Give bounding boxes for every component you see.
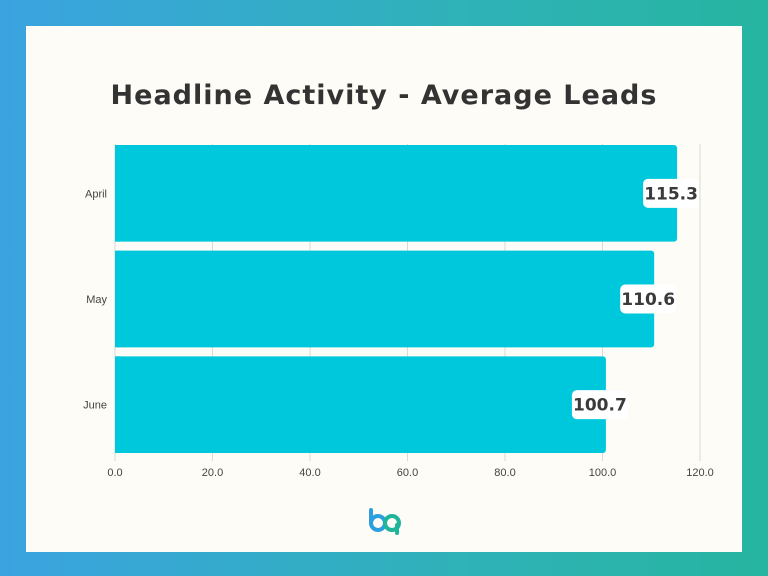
x-tick-label: 20.0 xyxy=(202,467,223,479)
bar-left-edge xyxy=(115,356,121,453)
x-tick-label: 0.0 xyxy=(107,467,122,479)
data-label: 100.7 xyxy=(573,396,627,416)
chart-title: Headline Activity - Average Leads xyxy=(110,80,658,111)
x-tick-label: 80.0 xyxy=(494,467,515,479)
category-label: June xyxy=(83,400,107,412)
bars xyxy=(115,145,678,453)
data-label-box xyxy=(643,178,700,208)
x-tick-label: 120.0 xyxy=(686,467,714,479)
category-labels: April May June xyxy=(83,188,107,411)
bar-left-edge xyxy=(115,250,121,348)
x-tick-label: 100.0 xyxy=(589,467,617,479)
data-label-box xyxy=(620,284,677,314)
category-label: April xyxy=(85,188,107,200)
x-tick-label: 40.0 xyxy=(299,467,320,479)
category-label: May xyxy=(86,294,107,306)
bar xyxy=(115,356,606,453)
bar xyxy=(115,250,655,348)
data-label: 115.3 xyxy=(644,184,698,204)
x-tick-labels: 0.0 20.0 40.0 60.0 80.0 100.0 120.0 xyxy=(107,467,713,479)
bar xyxy=(115,145,678,242)
data-label-box xyxy=(571,390,628,420)
data-labels: 115.3 110.6 100.7 xyxy=(571,178,700,420)
bar-left-edge xyxy=(115,145,121,242)
data-label: 110.6 xyxy=(621,290,675,310)
x-tick-label: 60.0 xyxy=(397,467,418,479)
bp-logo-icon xyxy=(369,508,401,535)
